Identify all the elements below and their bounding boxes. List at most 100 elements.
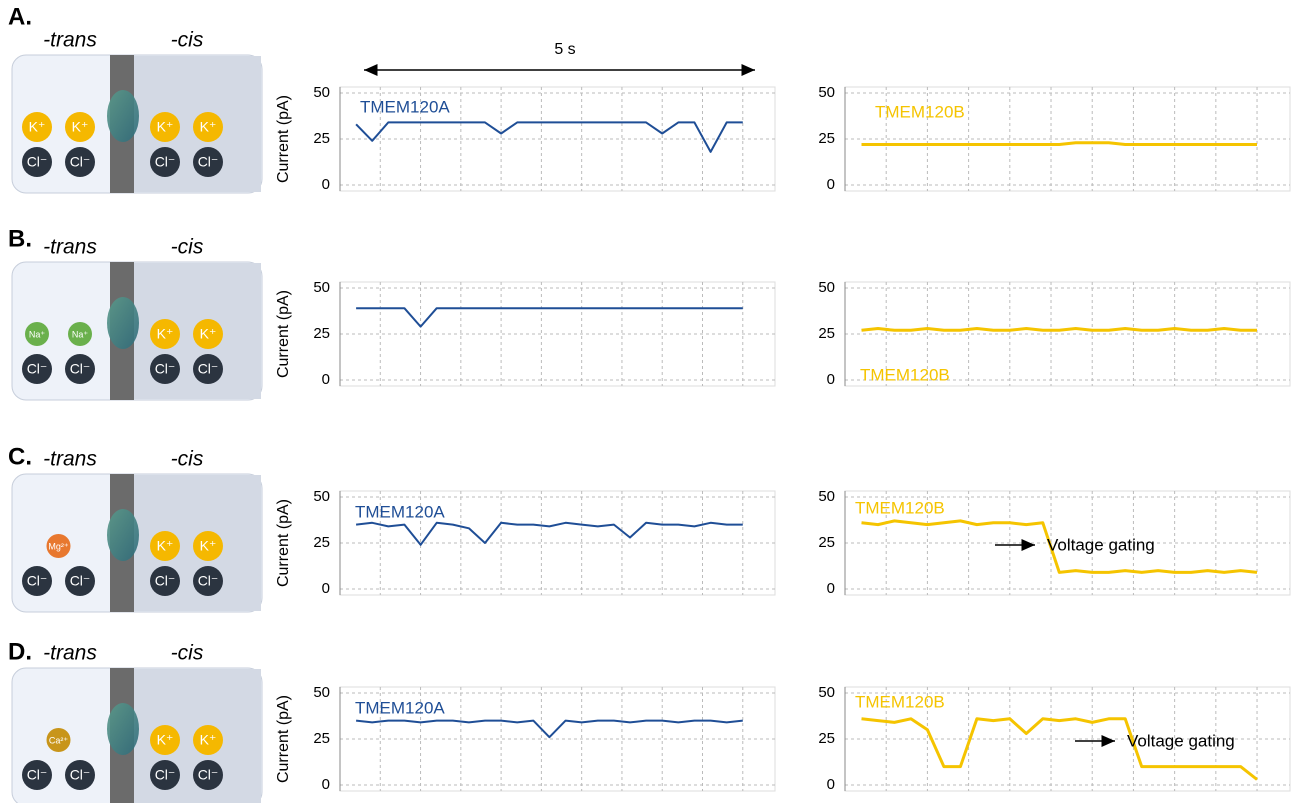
current-trace: [355, 521, 743, 546]
ion: [22, 147, 52, 177]
y-tick-label: 50: [818, 84, 835, 101]
series-label: TMEM120B: [855, 498, 945, 517]
panel-label: B.: [8, 225, 32, 252]
ion-label: Cl⁻: [70, 573, 91, 589]
cis-chamber: [122, 475, 261, 611]
ion: [150, 319, 180, 349]
y-tick-label: 50: [313, 84, 330, 101]
panel-label: A.: [8, 3, 32, 30]
ion-label: K⁺: [200, 326, 217, 342]
cis-chamber: [122, 263, 261, 399]
trans-label: -trans: [43, 29, 97, 52]
ion: [46, 534, 71, 558]
cis-label: -cis: [171, 642, 204, 665]
y-tick-label: 50: [313, 279, 330, 296]
ion: [46, 728, 71, 752]
y-tick-label: 50: [313, 488, 330, 505]
ion-label: Na⁺: [29, 329, 46, 339]
ion: [193, 112, 223, 142]
ion-label: Cl⁻: [70, 767, 91, 783]
current-trace: [355, 719, 743, 739]
y-tick-label: 25: [313, 325, 330, 342]
annotation: Voltage gating: [1127, 731, 1235, 750]
ion-label: K⁺: [157, 326, 174, 342]
ion: [65, 112, 95, 142]
cis-label: -cis: [171, 29, 204, 52]
ion-label: Cl⁻: [27, 361, 48, 377]
series-label: TMEM120A: [355, 698, 445, 717]
ion-label: Cl⁻: [198, 361, 219, 377]
ion-label: K⁺: [200, 119, 217, 135]
ion-label: Cl⁻: [155, 361, 176, 377]
series-label: TMEM120B: [860, 365, 950, 384]
ion: [65, 566, 95, 596]
y-tick-label: 50: [818, 279, 835, 296]
y-axis-title: Current (pA): [275, 95, 292, 183]
ion-label: Cl⁻: [27, 154, 48, 170]
ion-label: Ca²⁺: [49, 735, 69, 745]
y-tick-label: 25: [313, 130, 330, 147]
annotation: Voltage gating: [1047, 535, 1155, 554]
ion-label: Cl⁻: [70, 361, 91, 377]
panel-label: D.: [8, 638, 32, 665]
current-trace: [355, 121, 743, 153]
y-tick-label: 50: [818, 488, 835, 505]
ion: [193, 725, 223, 755]
ion-label: Cl⁻: [70, 154, 91, 170]
current-trace: [861, 519, 1258, 574]
y-tick-label: 0: [322, 776, 330, 793]
ion-label: Cl⁻: [198, 154, 219, 170]
ion-label: Cl⁻: [155, 767, 176, 783]
series-label: TMEM120A: [360, 97, 450, 116]
current-trace: [861, 717, 1258, 781]
ion-label: Cl⁻: [155, 573, 176, 589]
current-trace: [861, 327, 1257, 332]
channel-protein: [107, 703, 139, 755]
y-tick-label: 0: [322, 371, 330, 388]
ion-label: K⁺: [200, 538, 217, 554]
y-tick-label: 25: [818, 325, 835, 342]
ion-label: K⁺: [157, 119, 174, 135]
ion-label: Cl⁻: [155, 154, 176, 170]
ion: [22, 112, 52, 142]
channel-protein: [107, 90, 139, 142]
series-label: TMEM120B: [855, 692, 945, 711]
trans-label: -trans: [43, 236, 97, 259]
ion-label: Cl⁻: [198, 573, 219, 589]
current-trace: [861, 141, 1257, 146]
ion-label: Cl⁻: [27, 573, 48, 589]
ion: [68, 322, 92, 346]
ion: [193, 531, 223, 561]
ion: [150, 112, 180, 142]
y-tick-label: 0: [827, 776, 835, 793]
y-tick-label: 50: [313, 684, 330, 701]
ion: [65, 147, 95, 177]
ion-label: Na⁺: [72, 329, 89, 339]
trans-label: -trans: [43, 448, 97, 471]
series-label: TMEM120A: [355, 502, 445, 521]
channel-protein: [107, 509, 139, 561]
y-tick-label: 0: [827, 176, 835, 193]
y-axis-title: Current (pA): [275, 290, 292, 378]
y-tick-label: 0: [827, 580, 835, 597]
cis-chamber: [122, 56, 261, 192]
ion: [150, 147, 180, 177]
y-tick-label: 50: [818, 684, 835, 701]
y-axis-title: Current (pA): [275, 695, 292, 783]
ion: [193, 760, 223, 790]
scale-bar-label: 5 s: [554, 41, 575, 58]
ion: [193, 566, 223, 596]
y-tick-label: 25: [818, 534, 835, 551]
y-tick-label: 25: [313, 730, 330, 747]
y-tick-label: 25: [818, 130, 835, 147]
current-trace: [356, 307, 743, 328]
ion: [65, 760, 95, 790]
ion-label: K⁺: [157, 538, 174, 554]
ion-label: Mg²⁺: [48, 541, 68, 551]
cis-chamber: [122, 669, 261, 803]
cis-label: -cis: [171, 236, 204, 259]
cis-label: -cis: [171, 448, 204, 471]
panel-label: C.: [8, 443, 32, 470]
ion-label: K⁺: [29, 119, 46, 135]
